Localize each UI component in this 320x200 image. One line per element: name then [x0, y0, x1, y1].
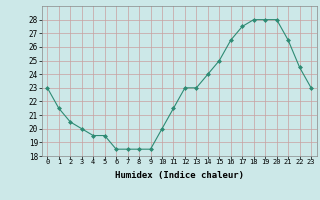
X-axis label: Humidex (Indice chaleur): Humidex (Indice chaleur): [115, 171, 244, 180]
